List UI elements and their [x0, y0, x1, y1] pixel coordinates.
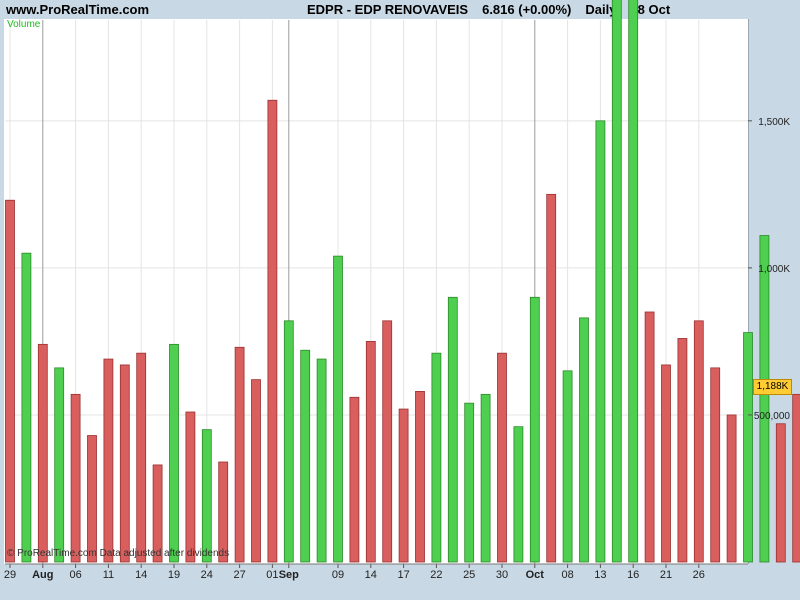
current-value-badge: 1,188K: [753, 379, 792, 395]
volume-bar: [611, 0, 622, 563]
volume-bar: [54, 367, 65, 563]
volume-bar: [513, 426, 524, 563]
volume-bar: [119, 364, 130, 563]
volume-bar: [283, 320, 294, 563]
x-tick-label: 01: [266, 569, 278, 581]
x-tick-label: 30: [496, 569, 508, 581]
volume-bar: [333, 255, 343, 563]
period-label: Daily: [585, 2, 617, 17]
y-tick-label: 1,500K: [758, 117, 790, 128]
volume-bar: [349, 396, 360, 563]
x-tick-label: 08: [561, 569, 573, 581]
volume-bar: [234, 346, 245, 563]
volume-bar: [136, 352, 147, 563]
x-tick-label: 13: [594, 569, 606, 581]
volume-bar: [251, 379, 261, 563]
volume-bar: [529, 296, 540, 563]
x-tick-label: 24: [201, 569, 213, 581]
panel-label: Volume: [7, 19, 41, 30]
volume-bar: [710, 367, 721, 563]
volume-bar: [201, 429, 212, 563]
footer-note: © ProRealTime.com Data adjusted after di…: [7, 548, 230, 559]
volume-bar: [775, 423, 786, 563]
volume-bar: [447, 296, 458, 563]
volume-bar: [5, 199, 15, 563]
volume-bar: [431, 352, 442, 563]
x-axis: 29 Aug 06 11 14 19 24 27 01 Sep 09 14 17 22 25 30 Oct 08 1…: [4, 563, 748, 581]
x-tick-label: Oct: [526, 569, 545, 581]
volume-bar: [21, 252, 32, 563]
price-readout: 6.816 (+0.00%): [482, 2, 572, 17]
volume-bar: [169, 343, 179, 563]
volume-bar: [300, 349, 311, 563]
x-tick-label: 14: [365, 569, 377, 581]
volume-bar: [415, 391, 425, 563]
x-tick-label: 21: [660, 569, 672, 581]
volume-bars: [5, 0, 800, 563]
x-tick-label: 14: [135, 569, 147, 581]
y-tick-label: 500,000: [754, 411, 791, 422]
volume-bar: [677, 338, 688, 563]
volume-bar: [316, 358, 327, 563]
x-tick-label: 29: [4, 569, 16, 581]
volume-bar: [152, 464, 163, 563]
volume-bar: [497, 352, 507, 563]
volume-bar: [218, 461, 229, 563]
volume-bar: [87, 435, 97, 563]
volume-bar: [398, 408, 409, 563]
volume-bar: [693, 320, 704, 563]
y-axis: 500,0001,000K1,500K2,000K2,500K3,000K3,5…: [748, 117, 791, 422]
volume-bar: [267, 99, 278, 563]
volume-bar: [464, 402, 475, 563]
volume-bar: [726, 414, 737, 563]
gridlines: [5, 20, 748, 564]
volume-bar: [792, 393, 800, 563]
volume-bar: [661, 364, 671, 563]
x-tick-label: Sep: [279, 569, 299, 581]
x-tick-label: 06: [69, 569, 81, 581]
x-tick-label: 26: [693, 569, 705, 581]
x-tick-label: 19: [168, 569, 180, 581]
volume-bar: [480, 393, 491, 563]
volume-bar: [562, 370, 573, 563]
x-tick-label: 11: [103, 569, 114, 581]
volume-bar: [743, 332, 753, 563]
x-tick-label: 17: [397, 569, 409, 581]
x-tick-label: 22: [430, 569, 442, 581]
instrument-name: EDPR - EDP RENOVAVEIS: [307, 2, 469, 17]
volume-bar: [382, 320, 393, 563]
volume-bar: [644, 311, 655, 563]
volume-bar: [546, 193, 557, 563]
x-tick-label: Aug: [32, 569, 53, 581]
volume-bar: [37, 343, 48, 563]
x-tick-label: 25: [463, 569, 475, 581]
volume-bar: [579, 317, 589, 563]
volume-bar: [759, 235, 770, 563]
volume-bar: [185, 411, 196, 563]
volume-bar: [103, 358, 114, 563]
volume-bar: [365, 341, 376, 563]
x-tick-label: 09: [332, 569, 344, 581]
volume-bar: [70, 393, 81, 563]
volume-bar: [595, 120, 606, 563]
volume-bar: [628, 0, 639, 563]
x-tick-label: 27: [233, 569, 245, 581]
site-url[interactable]: www.ProRealTime.com: [6, 2, 150, 17]
y-tick-label: 1,000K: [758, 264, 790, 275]
x-tick-label: 16: [627, 569, 639, 581]
